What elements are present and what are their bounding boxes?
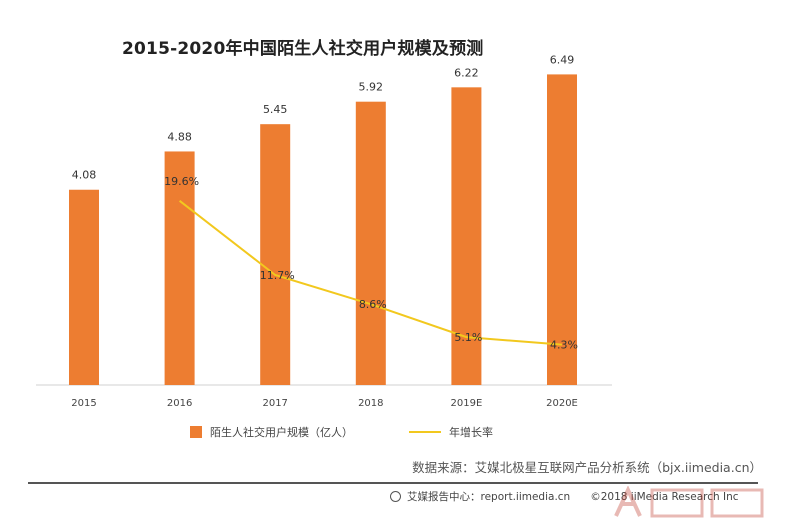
line-label-2019E: 5.1% <box>454 331 482 344</box>
bar-label-2020E: 6.49 <box>550 53 575 66</box>
iimedia-logo-icon <box>390 491 401 502</box>
legend-item-users: 陌生人社交用户规模（亿人） <box>190 424 353 440</box>
x-tick-2020E: 2020E <box>546 398 578 409</box>
watermark-logo-icon <box>614 486 764 518</box>
legend: 陌生人社交用户规模（亿人） 年增长率 <box>190 424 549 440</box>
footer-divider <box>28 482 758 484</box>
bar-2020E <box>547 74 577 386</box>
footer-report-center: 艾媒报告中心：report.iimedia.cn <box>407 491 571 503</box>
legend-item-growth: 年增长率 <box>409 424 493 440</box>
bar-label-2019E: 6.22 <box>454 66 479 79</box>
bar-2017 <box>260 124 291 385</box>
bar-label-2018: 5.92 <box>359 81 384 94</box>
bar-2015 <box>69 189 99 385</box>
bar-label-2016: 4.88 <box>167 130 192 143</box>
bar-2018 <box>355 101 386 385</box>
growth-rate-line <box>178 200 563 346</box>
line-label-2017: 11.7% <box>260 269 295 282</box>
bar-2019E <box>451 87 482 385</box>
x-tick-2018: 2018 <box>358 398 383 409</box>
bar-label-2015: 4.08 <box>72 169 97 182</box>
bar-2016 <box>164 151 195 385</box>
data-source: 数据来源：艾媒北极星互联网产品分析系统（bjx.iimedia.cn） <box>412 460 762 475</box>
bar-label-2017: 5.45 <box>263 103 288 116</box>
line-label-2020E: 4.3% <box>550 339 578 352</box>
line-label-2018: 8.6% <box>359 298 387 311</box>
x-tick-2016: 2016 <box>167 398 192 409</box>
x-tick-2017: 2017 <box>262 398 287 409</box>
chart-title: 2015-2020年中国陌生人社交用户规模及预测 <box>122 39 484 59</box>
legend-label-users: 陌生人社交用户规模（亿人） <box>210 426 353 439</box>
legend-swatch-bar <box>190 426 202 438</box>
footer: 艾媒报告中心：report.iimedia.cn ©2018 iiMedia R… <box>390 489 739 504</box>
line-label-2016: 19.6% <box>164 175 199 188</box>
x-tick-2015: 2015 <box>71 398 96 409</box>
footer-copyright: ©2018 iiMedia Research Inc <box>590 490 739 503</box>
legend-label-growth: 年增长率 <box>449 426 493 439</box>
x-tick-2019E: 2019E <box>451 398 483 409</box>
legend-swatch-line <box>409 431 441 433</box>
